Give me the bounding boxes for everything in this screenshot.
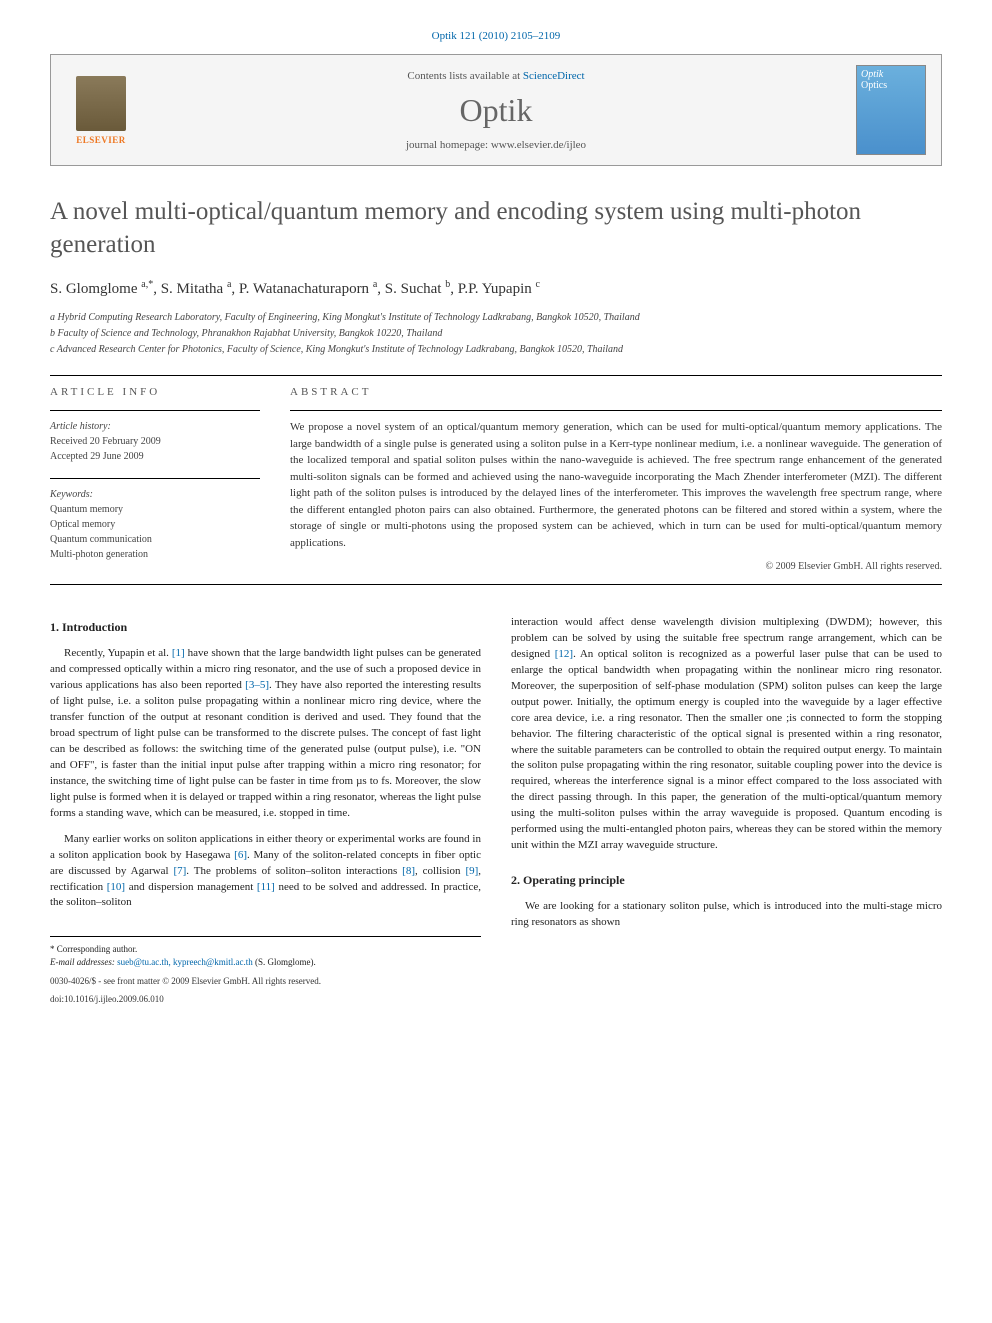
abstract-column: abstract We propose a novel system of an… <box>290 386 942 576</box>
corresponding-label: * Corresponding author. <box>50 943 481 956</box>
citation-1[interactable]: [1] <box>172 647 185 659</box>
received-date: Received 20 February 2009 <box>50 434 260 449</box>
col2-text-b: . An optical soliton is recognized as a … <box>511 648 942 851</box>
article-info-heading: article info <box>50 386 260 398</box>
keyword-item: Quantum memory <box>50 502 260 517</box>
journal-title: Optik <box>136 92 856 129</box>
citation-8[interactable]: [8] <box>402 865 415 877</box>
email-line: E-mail addresses: sueb@tu.ac.th, kypreec… <box>50 956 481 969</box>
article-title: A novel multi-optical/quantum memory and… <box>50 196 942 261</box>
journal-homepage-line: journal homepage: www.elsevier.de/ijleo <box>136 139 856 151</box>
keyword-item: Optical memory <box>50 517 260 532</box>
sciencedirect-link[interactable]: ScienceDirect <box>523 70 585 82</box>
email-suffix: (S. Glomglome). <box>253 957 316 967</box>
contents-prefix: Contents lists available at <box>407 70 522 82</box>
section-1-para-1: Recently, Yupapin et al. [1] have shown … <box>50 646 481 821</box>
abstract-heading: abstract <box>290 386 942 398</box>
citation-3-5[interactable]: [3–5] <box>245 679 269 691</box>
article-info-column: article info Article history: Received 2… <box>50 386 260 576</box>
info-divider-2 <box>50 478 260 479</box>
keyword-item: Quantum communication <box>50 532 260 547</box>
section-1-para-2: Many earlier works on soliton applicatio… <box>50 832 481 912</box>
article-history-block: Article history: Received 20 February 20… <box>50 419 260 464</box>
email-label: E-mail addresses: <box>50 957 117 967</box>
p2-text-d: , collision <box>415 865 465 877</box>
p2-text-c: . The problems of soliton–soliton intera… <box>186 865 402 877</box>
journal-homepage-link[interactable]: www.elsevier.de/ijleo <box>491 139 586 151</box>
p2-text-f: and dispersion management <box>125 881 257 893</box>
abstract-divider <box>290 410 942 411</box>
keywords-label: Keywords: <box>50 487 260 502</box>
homepage-prefix: journal homepage: <box>406 139 491 151</box>
elsevier-tree-icon <box>76 76 126 131</box>
body-column-right: interaction would affect dense wavelengt… <box>511 615 942 1006</box>
accepted-date: Accepted 29 June 2009 <box>50 449 260 464</box>
elsevier-logo: ELSEVIER <box>66 70 136 150</box>
info-abstract-row: article info Article history: Received 2… <box>50 386 942 576</box>
citation-6[interactable]: [6] <box>234 849 247 861</box>
history-label: Article history: <box>50 419 260 434</box>
abstract-copyright: © 2009 Elsevier GmbH. All rights reserve… <box>290 561 942 572</box>
affiliations-block: a Hybrid Computing Research Laboratory, … <box>50 310 942 357</box>
journal-reference: Optik 121 (2010) 2105–2109 <box>50 30 942 42</box>
col2-continuation-para: interaction would affect dense wavelengt… <box>511 615 942 854</box>
masthead-center: Contents lists available at ScienceDirec… <box>136 70 856 151</box>
affiliation-item: a Hybrid Computing Research Laboratory, … <box>50 310 942 325</box>
citation-12[interactable]: [12] <box>555 648 573 660</box>
author-email-link[interactable]: sueb@tu.ac.th, kypreech@kmitl.ac.th <box>117 957 253 967</box>
info-divider-1 <box>50 410 260 411</box>
citation-10[interactable]: [10] <box>107 881 125 893</box>
cover-label-1: Optik <box>861 69 883 80</box>
section-2-para-1: We are looking for a stationary soliton … <box>511 899 942 931</box>
body-column-left: 1. Introduction Recently, Yupapin et al.… <box>50 615 481 1006</box>
elsevier-label: ELSEVIER <box>76 135 126 145</box>
citation-11[interactable]: [11] <box>257 881 275 893</box>
citation-7[interactable]: [7] <box>173 865 186 877</box>
cover-label-2: Optics <box>861 80 887 91</box>
citation-9[interactable]: [9] <box>465 865 478 877</box>
keywords-block: Keywords: Quantum memoryOptical memoryQu… <box>50 487 260 562</box>
divider-bottom <box>50 584 942 585</box>
p1-text-c: . They have also reported the interestin… <box>50 679 481 819</box>
keyword-item: Multi-photon generation <box>50 547 260 562</box>
affiliation-item: c Advanced Research Center for Photonics… <box>50 342 942 357</box>
abstract-text: We propose a novel system of an optical/… <box>290 419 942 551</box>
authors-line: S. Glomglome a,*, S. Mitatha a, P. Watan… <box>50 279 942 298</box>
affiliation-item: b Faculty of Science and Technology, Phr… <box>50 326 942 341</box>
corresponding-author-footer: * Corresponding author. E-mail addresses… <box>50 936 481 1005</box>
journal-masthead: ELSEVIER Contents lists available at Sci… <box>50 54 942 166</box>
section-1-heading: 1. Introduction <box>50 619 481 636</box>
doi-line: doi:10.1016/j.ijleo.2009.06.010 <box>50 993 481 1006</box>
section-2-heading: 2. Operating principle <box>511 872 942 889</box>
contents-available-line: Contents lists available at ScienceDirec… <box>136 70 856 82</box>
p1-text-a: Recently, Yupapin et al. <box>64 647 172 659</box>
divider-top <box>50 375 942 376</box>
journal-cover-thumb: Optik Optics <box>856 65 926 155</box>
issn-line: 0030-4026/$ - see front matter © 2009 El… <box>50 975 481 988</box>
body-columns: 1. Introduction Recently, Yupapin et al.… <box>50 615 942 1006</box>
